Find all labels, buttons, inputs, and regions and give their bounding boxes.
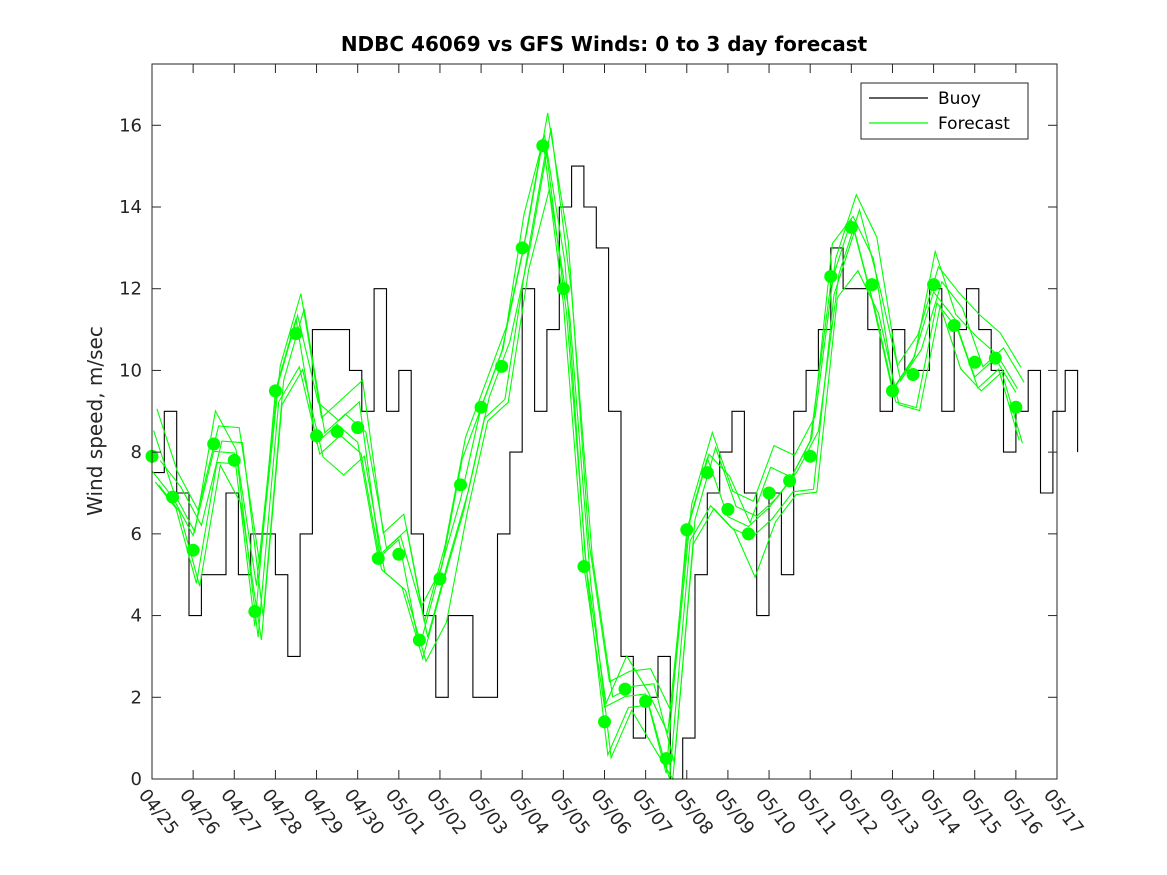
forecast-point [906,368,920,382]
y-tick-label: 14 [119,197,142,218]
forecast-point [268,384,282,398]
y-tick-label: 8 [131,442,142,463]
forecast-point [248,604,262,618]
forecast-point [536,139,550,153]
y-tick-label: 16 [119,115,142,136]
forecast-point [351,421,365,435]
legend-box [860,82,1029,140]
forecast-point [454,478,468,492]
forecast-point [207,437,221,451]
forecast-point [762,486,776,500]
chart-title: NDBC 46069 vs GFS Winds: 0 to 3 day fore… [341,32,868,56]
forecast-point [289,327,303,341]
forecast-point [310,429,324,443]
y-tick-label: 0 [131,769,142,790]
forecast-point [515,241,529,255]
plot-area [145,63,1079,781]
forecast-markers [145,139,1023,766]
forecast-point [186,543,200,557]
forecast-point [166,490,180,504]
forecast-point [824,269,838,283]
y-tick-label: 4 [131,606,142,627]
forecast-point [330,425,344,439]
forecast-point [680,523,694,537]
legend-forecast-label: Forecast [938,114,1010,134]
forecast-point [947,318,961,332]
forecast-point [1009,400,1023,414]
forecast-point [844,220,858,234]
forecast-line [156,112,1022,714]
y-axis-label: Wind speed, m/sec [83,326,107,516]
legend: Buoy Forecast [860,82,1029,140]
forecast-line [158,188,1023,781]
y-tick-label: 10 [119,360,142,381]
forecast-point [433,572,447,586]
forecast-point [598,715,611,729]
forecast-point [741,527,755,541]
plot-background [152,64,1057,779]
forecast-point [392,547,406,561]
forecast-point [968,355,982,369]
forecast-point [556,282,570,296]
forecast-point [885,384,899,398]
forecast-point [412,633,426,647]
forecast-point [659,752,673,766]
forecast-line [154,149,1020,780]
forecast-point [639,694,653,708]
forecast-line [159,128,1025,764]
forecast-point [371,551,385,565]
forecast-point [495,359,509,373]
y-tick-label: 2 [131,687,142,708]
y-tick-label: 6 [131,524,142,545]
forecast-point [783,474,797,488]
forecast-point [474,400,488,414]
forecast-point [803,449,817,463]
forecast-point [577,560,591,574]
forecast-point [700,466,714,480]
y-tick-label: 12 [119,279,142,300]
forecast-point [927,278,941,292]
forecast-point [227,453,241,467]
forecast-point [865,278,879,292]
y-axis: 0 2 4 6 8 10 12 14 16 [119,115,1057,790]
forecast-point [721,502,735,516]
forecast-point [618,682,632,696]
legend-buoy-label: Buoy [938,89,981,109]
forecast-point [988,351,1002,365]
